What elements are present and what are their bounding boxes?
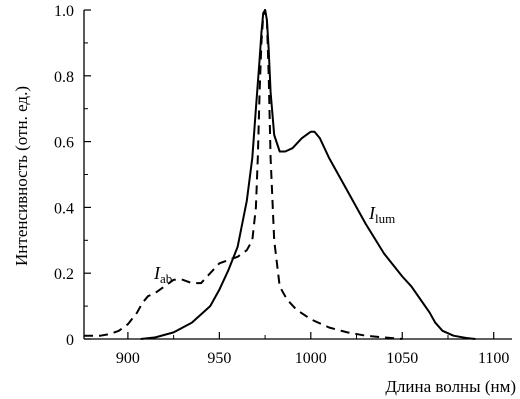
y-tick-label: 0.8 (54, 69, 74, 86)
series-line-ab (84, 9, 403, 340)
x-tick-label: 900 (116, 350, 140, 367)
series-label-ab: Iab (153, 263, 172, 286)
x-tick-label: 950 (207, 350, 231, 367)
series-label-lum: Ilum (368, 203, 395, 226)
labels: Длина волны (нм) Интенсивность (отн. ед.… (12, 86, 516, 396)
y-tick-label: 0.2 (54, 266, 74, 283)
y-axis-title: Интенсивность (отн. ед.) (12, 86, 31, 266)
axes (83, 10, 512, 340)
y-tick-label: 0.4 (54, 200, 74, 217)
series-line-lum (140, 9, 476, 340)
ticks: 900 950 1000 1050 1100 0 0.2 0.4 0.6 0.8 1.0 (54, 3, 509, 367)
x-tick-label: 1000 (295, 350, 327, 367)
x-tick-label: 1050 (386, 350, 418, 367)
x-tick-label: 1100 (478, 350, 509, 367)
y-tick-label: 1.0 (54, 3, 74, 20)
x-axis-title: Длина волны (нм) (385, 377, 516, 396)
y-tick-label: 0 (66, 332, 74, 349)
y-tick-label: 0.6 (54, 135, 74, 152)
curves (84, 9, 476, 340)
